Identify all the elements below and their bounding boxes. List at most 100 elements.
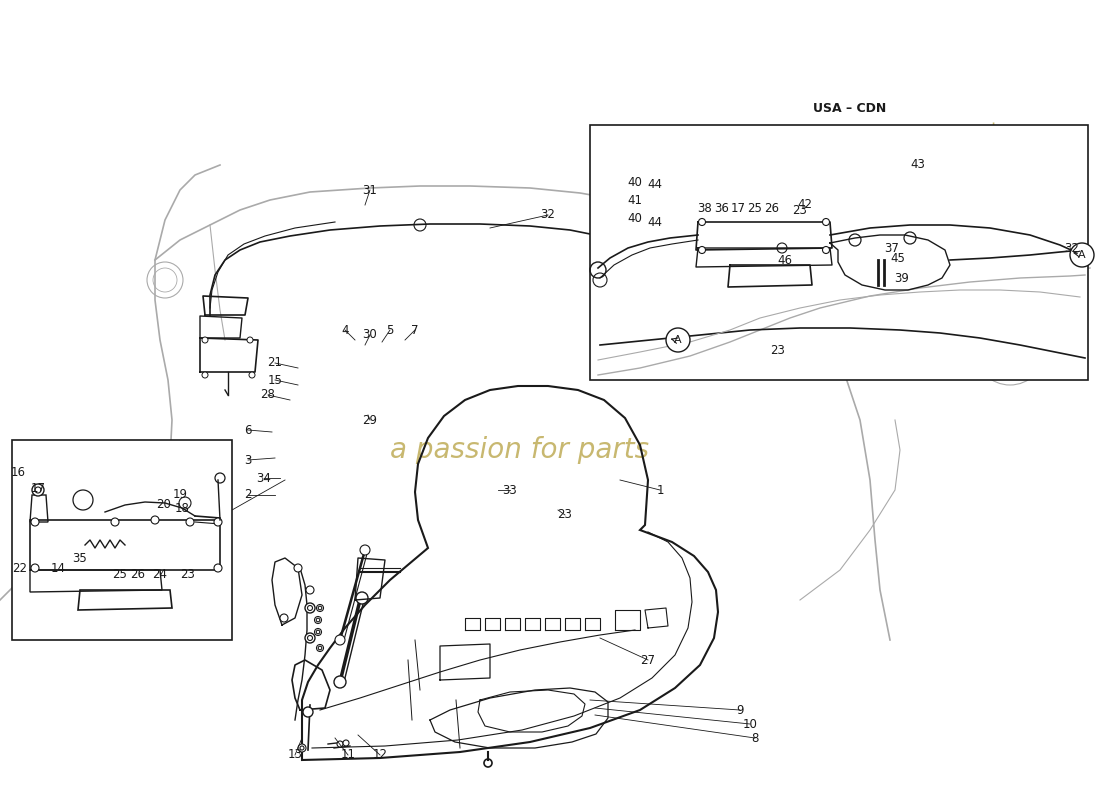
Text: 44: 44 [648, 215, 662, 229]
Circle shape [666, 328, 690, 352]
Text: res: res [976, 138, 1054, 182]
Text: 15: 15 [267, 374, 283, 386]
Circle shape [698, 246, 705, 254]
Text: 41: 41 [627, 194, 642, 206]
Circle shape [317, 645, 323, 651]
Circle shape [31, 518, 38, 526]
Text: 3: 3 [244, 454, 252, 466]
Text: a passion for parts: a passion for parts [390, 436, 650, 464]
Circle shape [294, 564, 302, 572]
Text: 9: 9 [736, 703, 744, 717]
Text: 10: 10 [742, 718, 758, 730]
Text: 35: 35 [73, 551, 87, 565]
Text: 22: 22 [12, 562, 28, 574]
Text: A: A [1078, 250, 1086, 260]
Circle shape [343, 740, 349, 746]
Text: 16: 16 [11, 466, 25, 478]
Circle shape [151, 516, 160, 524]
Circle shape [823, 246, 829, 254]
Circle shape [334, 676, 346, 688]
Text: 39: 39 [894, 271, 910, 285]
Circle shape [202, 337, 208, 343]
Text: 34: 34 [256, 471, 272, 485]
Circle shape [823, 218, 829, 226]
Text: 7: 7 [411, 323, 419, 337]
Circle shape [111, 518, 119, 526]
Circle shape [318, 646, 322, 650]
Text: 42: 42 [798, 198, 813, 211]
Text: 24: 24 [153, 569, 167, 582]
Circle shape [305, 603, 315, 613]
Text: 26: 26 [131, 569, 145, 582]
Circle shape [302, 707, 313, 717]
Circle shape [32, 484, 44, 496]
Text: 5: 5 [386, 323, 394, 337]
Circle shape [360, 545, 370, 555]
Circle shape [308, 635, 312, 641]
Text: 25: 25 [748, 202, 762, 214]
Text: 20: 20 [156, 498, 172, 511]
Text: parts: parts [961, 121, 1009, 139]
Text: 23: 23 [180, 569, 196, 582]
Circle shape [298, 744, 306, 752]
Text: 45: 45 [891, 251, 905, 265]
Text: 38: 38 [697, 202, 713, 214]
Text: 30: 30 [363, 329, 377, 342]
Text: 46: 46 [778, 254, 792, 266]
Circle shape [35, 487, 41, 493]
Circle shape [316, 618, 320, 622]
Text: 17: 17 [31, 482, 45, 494]
Circle shape [214, 564, 222, 572]
Circle shape [698, 218, 705, 226]
Circle shape [31, 564, 38, 572]
Text: A: A [674, 335, 682, 345]
Text: 26: 26 [764, 202, 780, 214]
Polygon shape [12, 440, 232, 640]
Text: 21: 21 [267, 357, 283, 370]
Circle shape [214, 518, 222, 526]
Text: 23: 23 [771, 343, 785, 357]
Circle shape [317, 605, 323, 611]
Text: 28: 28 [261, 389, 275, 402]
Circle shape [300, 746, 304, 750]
Text: 23: 23 [558, 509, 572, 522]
Circle shape [186, 518, 194, 526]
Text: 8: 8 [751, 731, 759, 745]
Text: 43: 43 [911, 158, 925, 171]
Text: 27: 27 [640, 654, 656, 666]
Text: 32: 32 [1065, 242, 1079, 254]
Text: 2: 2 [244, 489, 252, 502]
Text: 36: 36 [715, 202, 729, 214]
Text: 1405: 1405 [970, 187, 1010, 202]
Text: 33: 33 [503, 483, 517, 497]
Text: 6: 6 [244, 423, 252, 437]
Text: 32: 32 [540, 209, 556, 222]
Circle shape [306, 586, 313, 594]
Circle shape [315, 617, 321, 623]
Circle shape [356, 592, 369, 604]
Text: 19: 19 [173, 489, 187, 502]
Text: 4: 4 [341, 323, 349, 337]
Text: 11: 11 [341, 749, 355, 762]
Circle shape [308, 606, 312, 610]
Text: 17: 17 [730, 202, 746, 214]
Text: 40: 40 [628, 175, 642, 189]
Text: 44: 44 [648, 178, 662, 191]
Text: 1: 1 [657, 483, 663, 497]
Circle shape [248, 337, 253, 343]
Circle shape [315, 629, 321, 635]
Circle shape [249, 372, 255, 378]
Text: 12: 12 [373, 749, 387, 762]
Circle shape [305, 633, 315, 643]
Text: 14: 14 [51, 562, 66, 574]
Circle shape [202, 372, 208, 378]
Text: USA – CDN: USA – CDN [813, 102, 887, 114]
Circle shape [316, 630, 320, 634]
Polygon shape [590, 125, 1088, 380]
Text: 37: 37 [884, 242, 900, 254]
Text: 31: 31 [363, 183, 377, 197]
Text: 23: 23 [793, 203, 807, 217]
Text: 29: 29 [363, 414, 377, 426]
Text: 25: 25 [112, 569, 128, 582]
Text: 18: 18 [175, 502, 189, 514]
